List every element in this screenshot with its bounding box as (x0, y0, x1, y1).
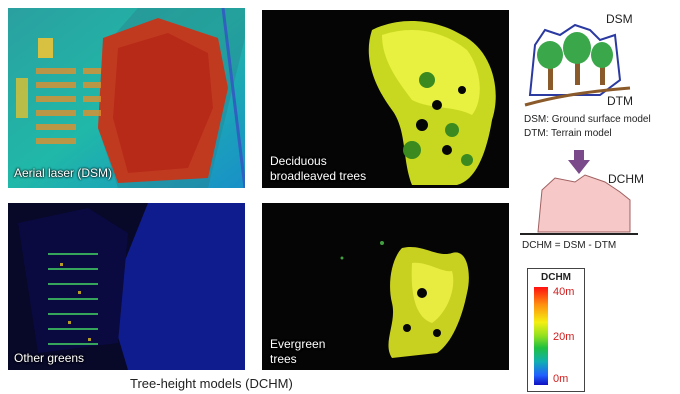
dchm-shape (537, 174, 631, 233)
deciduous-image (262, 10, 509, 188)
aerial-laser-label: Aerial laser (DSM) (14, 166, 113, 180)
dtm-definition: DTM: Terrain model (524, 128, 612, 139)
dtm-label: DTM (607, 94, 633, 108)
other-greens-label: Other greens (14, 351, 85, 365)
dsm-definition: DSM: Ground surface model (524, 114, 651, 125)
tree-icons (537, 32, 613, 90)
legend-title: DCHM (541, 272, 571, 283)
aerial-laser-image (8, 8, 245, 188)
figure-caption: Tree-height models (DCHM) (130, 376, 293, 391)
deciduous-panel: Deciduous broadleaved trees (262, 10, 509, 188)
legend-tick-40m: 40m (553, 286, 575, 298)
aerial-laser-panel: Aerial laser (DSM) (8, 8, 245, 188)
deciduous-label-line2: broadleaved trees (270, 169, 367, 183)
dsm-label: DSM (606, 12, 633, 26)
dchm-label: DCHM (608, 172, 644, 186)
evergreen-label-line1: Evergreen (270, 337, 326, 351)
dsm-outline (528, 23, 622, 96)
dchm-legend: DCHM 40m 20m 0m (527, 268, 585, 392)
dtm-line (524, 86, 631, 107)
arrow-down-icon (568, 150, 590, 174)
dchm-formula: DCHM = DSM - DTM (522, 240, 617, 251)
evergreen-panel: Evergreen trees (262, 203, 509, 370)
deciduous-label-line1: Deciduous (270, 154, 327, 168)
legend-tick-20m: 20m (553, 331, 575, 343)
other-greens-image (8, 203, 245, 370)
dchm-diagram (520, 174, 638, 235)
legend-tick-0m: 0m (553, 373, 569, 385)
dsm-dtm-diagram (524, 23, 631, 107)
other-greens-panel: Other greens (8, 203, 245, 370)
evergreen-label-line2: trees (270, 352, 297, 366)
legend-color-bar (534, 287, 548, 385)
evergreen-image (262, 203, 509, 370)
